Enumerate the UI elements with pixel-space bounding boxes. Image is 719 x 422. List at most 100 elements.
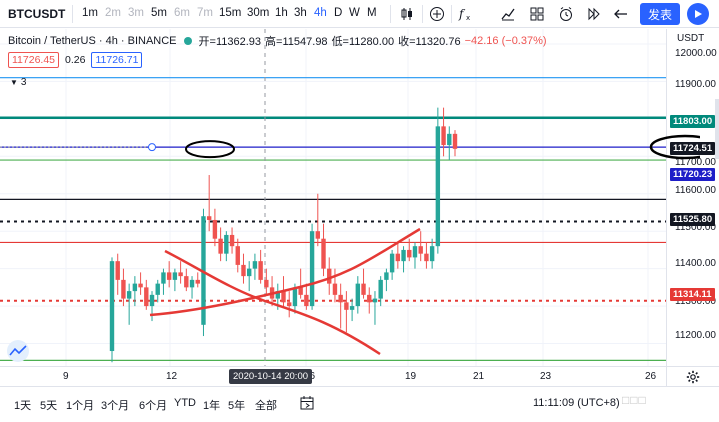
divider [451, 5, 452, 23]
interval-1m[interactable]: 1m [82, 7, 98, 19]
open-value: 11362.93 [215, 36, 262, 48]
candle-body [252, 261, 258, 269]
candle-body [355, 283, 361, 307]
drawings-toggle[interactable]: ▼ 3 [10, 77, 26, 88]
ohlc-low: 低=11280.00 [332, 33, 395, 49]
range-ytd-button[interactable]: YTD [174, 397, 196, 409]
chart-settings-button[interactable] [666, 366, 719, 386]
interval-w[interactable]: W [349, 7, 360, 19]
play-icon[interactable] [687, 3, 709, 25]
range-1y-button[interactable]: 1年 [203, 400, 221, 412]
range-all-button[interactable]: 全部 [255, 400, 277, 412]
interval-7m[interactable]: 7m [197, 7, 213, 19]
symbol-title[interactable]: Bitcoin / TetherUS · 4h · BINANCE [8, 35, 177, 47]
interval-6m[interactable]: 6m [174, 7, 190, 19]
templates-icon[interactable] [527, 4, 547, 24]
price-tick: 11600.00 [675, 185, 716, 196]
level-price-label: 11314.11 [670, 288, 715, 301]
interval-1h[interactable]: 1h [275, 7, 288, 19]
replay-icon[interactable] [584, 4, 604, 24]
interval-4h[interactable]: 4h [314, 7, 327, 19]
candle-body [424, 253, 429, 262]
interval-3h[interactable]: 3h [294, 7, 307, 19]
chart-pane[interactable] [0, 29, 666, 366]
range-3m-button[interactable]: 3个月 [101, 400, 130, 412]
candle-body [401, 249, 406, 262]
bid-ask-row: 11726.45 0.26 11726.71 [8, 52, 143, 68]
interval-m[interactable]: M [367, 7, 377, 19]
range-1m-button[interactable]: 1个月 [66, 400, 95, 412]
interval-5m[interactable]: 5m [151, 7, 167, 19]
low-label: 低= [331, 36, 349, 48]
time-tick: 19 [405, 371, 417, 382]
candle-body [327, 268, 332, 284]
divider [72, 5, 73, 23]
range-6m-button[interactable]: 6个月 [139, 400, 168, 412]
timezone-clock[interactable]: 11:11:09 (UTC+8) [533, 397, 620, 409]
time-scale[interactable]: 9 12 16 19 21 23 26 2020-10-14 20:00 [0, 366, 666, 386]
price-tick: 12000.00 [675, 48, 717, 59]
candle-body [229, 234, 235, 247]
divider [390, 5, 391, 23]
candle-body [109, 261, 115, 352]
candle-body [435, 126, 441, 247]
candle-body [247, 268, 252, 277]
ohlc-open: 开=11362.93 [199, 33, 262, 49]
price-tick: 11500.00 [675, 222, 716, 233]
add-compare-icon[interactable] [427, 4, 447, 24]
ohlc-high: 高=11547.98 [265, 33, 328, 49]
financials-icon[interactable] [498, 4, 518, 24]
candle-body [144, 287, 149, 307]
spread-value: 0.26 [65, 54, 86, 66]
price-tick: 11200.00 [675, 330, 716, 341]
candle-body [412, 246, 418, 258]
candle-body [258, 261, 263, 280]
interval-2m[interactable]: 2m [105, 7, 121, 19]
undo-icon[interactable] [611, 4, 631, 24]
go-to-date-icon[interactable] [300, 395, 314, 411]
svg-text:x: x [466, 14, 470, 22]
buy-price-button[interactable]: 11726.71 [91, 52, 143, 68]
trendline-drawing [149, 227, 421, 317]
candle-body [195, 279, 200, 284]
interval-d[interactable]: D [334, 7, 343, 19]
current-price-label: 11724.51 [670, 142, 716, 155]
candle-body [395, 253, 401, 262]
range-1d-button[interactable]: 1天 [14, 400, 32, 412]
drawings-count: 3 [20, 77, 27, 88]
price-tick: 11900.00 [675, 79, 716, 90]
currency-label[interactable]: USDT [677, 33, 705, 44]
range-5y-button[interactable]: 5年 [228, 400, 246, 412]
candle-body [344, 302, 349, 310]
gear-icon [686, 370, 700, 383]
price-chart[interactable] [0, 29, 666, 366]
level-price-label: 11525.80 [670, 213, 716, 226]
time-tick: 26 [645, 371, 657, 382]
candle-body [172, 272, 178, 280]
candle-body [218, 238, 223, 254]
symbol-search[interactable]: BTCUSDT [8, 7, 66, 21]
candle-style-icon[interactable] [397, 4, 417, 24]
close-label: 收= [398, 36, 416, 48]
candle-body [361, 283, 366, 295]
interval-3m[interactable]: 3m [128, 7, 144, 19]
candle-body [332, 283, 338, 295]
ohlc-close: 收=11320.76 [398, 33, 461, 49]
candle-body [161, 272, 166, 284]
range-5d-button[interactable]: 5天 [40, 400, 58, 412]
candle-body [126, 291, 132, 299]
interval-30m[interactable]: 30m [247, 7, 270, 19]
sell-price-button[interactable]: 11726.45 [8, 52, 60, 68]
candle-body [224, 234, 229, 254]
ray-anchor-handle [148, 143, 156, 152]
publish-button[interactable]: 发表 [640, 3, 680, 25]
interval-15m[interactable]: 15m [219, 7, 242, 19]
alert-clock-icon[interactable] [556, 4, 576, 24]
price-scale[interactable]: USDT 12000.00 11900.00 11700.00 11600.00… [649, 29, 719, 366]
scrollbar[interactable] [715, 99, 719, 159]
candle-body [121, 279, 126, 299]
candle-body [407, 249, 412, 258]
candle-body [292, 287, 298, 307]
chart-legend: Bitcoin / TetherUS · 4h · BINANCE 开=1136… [8, 33, 547, 49]
